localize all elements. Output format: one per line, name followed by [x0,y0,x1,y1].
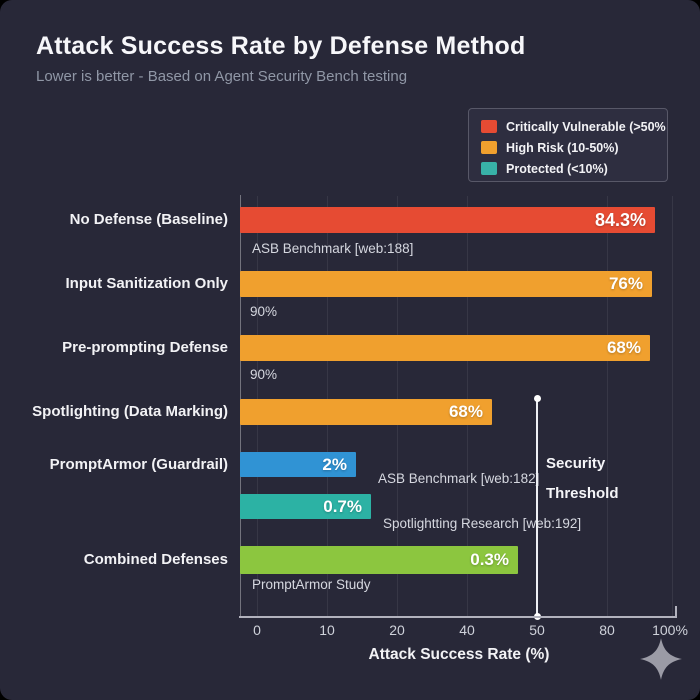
legend-swatch-high-risk [481,141,497,154]
x-axis-title: Attack Success Rate (%) [368,646,550,663]
x-tick-40: 40 [459,622,475,638]
x-tick-80: 80 [599,622,615,638]
bar-unlabeled-protected: 0.7% [240,494,371,519]
bar-value-combined: 0.3% [470,550,509,569]
legend-swatch-protected [481,162,497,175]
bar-combined: 0.3% [240,546,518,574]
bar-promptarmor: 2% [240,452,356,477]
x-tick-20: 20 [389,622,405,638]
bar-pre-prompting: 68% [240,335,650,361]
annotation-combined: PromptArmor Study [252,577,371,592]
bar-spotlighting: 68% [240,399,492,425]
legend-item-high-risk: High Risk (10-50%) [481,137,667,158]
x-tick-0: 0 [253,622,261,638]
sparkle-icon [640,638,682,680]
x-axis-end-cap [675,606,677,617]
bar-value-spotlighting: 68% [448,402,483,421]
annotation-unlabeled-protected: Spotlightting Research [web:192] [383,516,582,531]
bar-value-no-defense: 84.3% [594,209,646,230]
category-label-input-sanitization: Input Sanitization Only [65,275,229,292]
page-title: Attack Success Rate by Defense Method [36,32,526,60]
bar-no-defense: 84.3% [240,207,655,233]
legend-label-protected: Protected (<10%) [506,161,608,176]
category-label-pre-prompting: Pre-prompting Defense [62,339,228,356]
bar-value-unlabeled-protected: 0.7% [323,496,362,516]
bar-value-input-sanitization: 76% [608,274,643,293]
category-label-spotlighting: Spotlighting (Data Marking) [32,403,228,420]
x-tick-10: 10 [319,622,335,638]
security-threshold-line [536,398,538,617]
bar-value-pre-prompting: 68% [606,338,641,357]
legend-item-protected: Protected (<10%) [481,158,667,179]
page-subtitle: Lower is better - Based on Agent Securit… [36,68,408,85]
legend-item-critical: Critically Vulnerable (>50% [481,116,667,137]
annotation-no-defense: ASB Benchmark [web:188] [252,241,414,256]
annotation-pre-prompting: 90% [250,367,278,382]
category-label-promptarmor: PromptArmor (Guardrail) [49,456,228,473]
annotation-input-sanitization: 90% [250,304,278,319]
gridline-80 [607,196,608,617]
security-threshold-dot-top [534,395,541,402]
x-tick-50: 50 [529,622,545,638]
legend-label-critical: Critically Vulnerable (>50% [506,119,666,134]
category-label-no-defense: No Defense (Baseline) [69,211,228,228]
x-axis-line [239,616,677,618]
legend-swatch-critical [481,120,497,133]
bar-value-promptarmor: 2% [322,454,347,474]
category-label-combined: Combined Defenses [83,551,228,568]
bar-input-sanitization: 76% [240,271,652,297]
gridline-100 [672,196,673,617]
legend-label-high-risk: High Risk (10-50%) [506,140,619,155]
x-tick-100: 100% [652,622,688,638]
legend: Critically Vulnerable (>50% High Risk (1… [468,108,668,182]
security-threshold-label-line2: Threshold [546,485,619,502]
annotation-promptarmor: ASB Benchmark [web:182] [378,471,540,486]
security-threshold-label-line1: Security [546,455,606,472]
